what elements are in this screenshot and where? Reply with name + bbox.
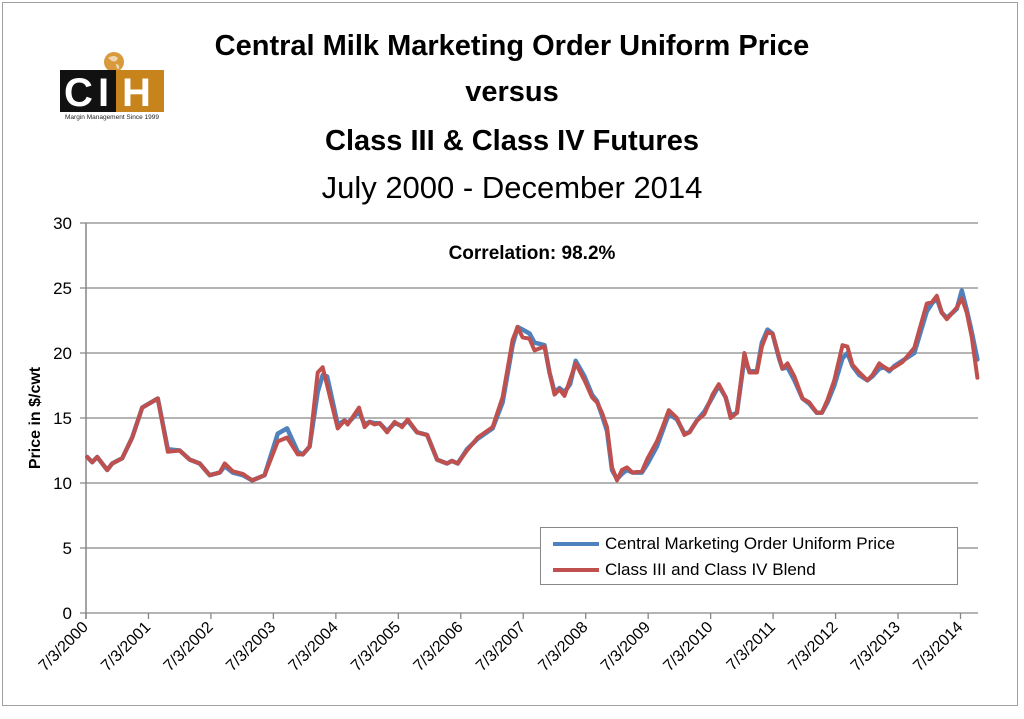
x-tick-label: 7/3/2006 bbox=[411, 619, 467, 675]
y-axis-label: Price in $/cwt bbox=[27, 366, 44, 469]
legend-item-uniform-price: Central Marketing Order Uniform Price bbox=[553, 533, 895, 555]
chart-frame bbox=[2, 2, 1018, 706]
x-tick-label: 7/3/2008 bbox=[535, 619, 591, 675]
x-tick-label: 7/3/2010 bbox=[660, 619, 716, 675]
svg-text:I: I bbox=[98, 71, 109, 115]
svg-text:C: C bbox=[64, 71, 93, 115]
x-tick-label: 7/3/2001 bbox=[98, 619, 154, 675]
x-tick-label: 7/3/2004 bbox=[286, 619, 342, 675]
x-tick-label: 7/3/2011 bbox=[724, 619, 779, 674]
svg-text:H: H bbox=[122, 71, 151, 115]
series-line-class-blend bbox=[85, 293, 980, 483]
x-tick-label: 7/3/2013 bbox=[848, 619, 904, 675]
cih-logo: C I H Margin Management Since 1999 bbox=[60, 52, 164, 122]
chart-legend: Central Marketing Order Uniform Price Cl… bbox=[540, 527, 958, 585]
y-tick-label: 0 bbox=[63, 604, 72, 623]
y-tick-label: 20 bbox=[53, 344, 72, 363]
legend-label: Class III and Class IV Blend bbox=[605, 560, 816, 579]
legend-label: Central Marketing Order Uniform Price bbox=[605, 534, 896, 553]
x-tick-label: 7/3/2012 bbox=[785, 619, 841, 675]
x-tick-label: 7/3/2014 bbox=[910, 619, 966, 675]
x-tick-label: 7/3/2009 bbox=[598, 619, 654, 675]
x-tick-label: 7/3/2003 bbox=[223, 619, 279, 675]
chart-title-line2: versus bbox=[465, 76, 559, 108]
svg-text:Margin Management Since 1999: Margin Management Since 1999 bbox=[65, 114, 159, 121]
y-tick-label: 30 bbox=[53, 214, 72, 233]
correlation-annotation: Correlation: 98.2% bbox=[449, 243, 616, 264]
legend-item-class-blend: Class III and Class IV Blend bbox=[553, 559, 816, 581]
chart-subtitle: July 2000 - December 2014 bbox=[321, 170, 703, 205]
legend-swatch-red bbox=[553, 568, 599, 572]
x-tick-label: 7/3/2002 bbox=[161, 619, 217, 675]
y-tick-label: 15 bbox=[53, 409, 72, 428]
legend-swatch-blue bbox=[553, 542, 599, 546]
x-tick-label: 7/3/2000 bbox=[36, 619, 92, 675]
x-tick-label: 7/3/2007 bbox=[473, 619, 529, 675]
y-tick-label: 25 bbox=[53, 279, 72, 298]
chart-title-line1: Central Milk Marketing Order Uniform Pri… bbox=[214, 30, 810, 62]
chart-title-line3: Class III & Class IV Futures bbox=[325, 125, 699, 157]
y-tick-label: 5 bbox=[63, 539, 72, 558]
series-line-uniform-price bbox=[84, 288, 980, 483]
y-tick-label: 10 bbox=[53, 474, 72, 493]
x-tick-label: 7/3/2005 bbox=[348, 619, 404, 675]
